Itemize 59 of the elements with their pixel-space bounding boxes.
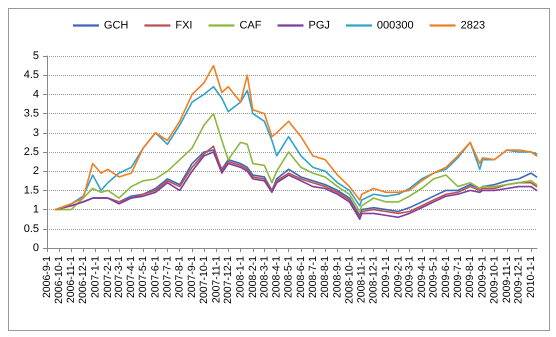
x-tick-label: 2009-9-1 <box>476 256 489 298</box>
x-tick-label: 2008-4-1 <box>270 256 283 298</box>
y-tick-label: 2.5 <box>24 146 39 158</box>
legend-label: CAF <box>239 20 262 32</box>
x-tick-label: 2008-8-1 <box>319 256 332 298</box>
x-tick-label: 2008-12-1 <box>368 256 380 304</box>
x-tick-label: 2009-1-1 <box>380 256 392 298</box>
x-tick-label: 2006-11-1 <box>65 256 78 304</box>
x-tick-label: 2008-7-1 <box>306 256 319 298</box>
x-tick-label: 2007-10-1 <box>198 256 210 304</box>
x-tick-label: 2008-1-1 <box>234 256 247 298</box>
x-tick-label: 2009-8-1 <box>464 256 476 298</box>
line-series <box>54 112 538 212</box>
x-tick-label: 2009-7-1 <box>452 256 464 298</box>
legend-label: GCH <box>104 20 128 32</box>
y-tick-label: 3 <box>32 126 39 139</box>
x-tick-label: 2007-4-1 <box>125 256 138 298</box>
x-tick-label: 2007-8-1 <box>174 256 186 298</box>
y-tick-label: 1.5 <box>24 184 39 196</box>
x-tick-label: 2009-3-1 <box>403 256 416 298</box>
x-tick-label: 2007-12-1 <box>222 256 234 304</box>
x-tick-label: 2006-10-1 <box>52 256 65 304</box>
y-tick-label: 5 <box>32 50 39 62</box>
y-tick-label: 0 <box>32 242 39 254</box>
x-tick-label: 2009-12-1 <box>512 256 525 304</box>
x-tick-label: 2007-3-1 <box>112 256 125 298</box>
x-tick-label: 2008-11-1 <box>356 256 368 304</box>
y-tick-label: 4 <box>32 88 39 100</box>
y-tick-label: 3.5 <box>24 108 39 120</box>
y-tick-label: 4.5 <box>24 69 39 82</box>
x-tick-label: 2006-9-1 <box>41 256 53 298</box>
legend-label: FXI <box>175 20 193 32</box>
x-tick-label: 2008-6-1 <box>294 256 307 298</box>
y-tick-label: 1 <box>32 204 39 216</box>
x-tick-label: 2007-2-1 <box>102 256 114 298</box>
x-tick-label: 2007-5-1 <box>137 256 150 298</box>
x-tick-label: 2008-3-1 <box>258 256 270 298</box>
x-tick-label: 2009-6-1 <box>440 256 452 298</box>
x-tick-label: 2007-9-1 <box>186 256 198 298</box>
x-tick-label: 2008-9-1 <box>332 256 344 298</box>
x-tick-label: 2008-5-1 <box>282 256 295 298</box>
x-tick-label: 2009-5-1 <box>428 256 440 298</box>
x-tick-label: 2007-11-1 <box>210 256 222 304</box>
x-tick-label: 2007-7-1 <box>161 256 174 298</box>
x-tick-label: 2008-10-1 <box>343 256 356 304</box>
x-tick-label: 2006-12-1 <box>77 256 90 304</box>
x-tick-label: 2009-11-1 <box>500 256 513 304</box>
y-tick-label: 2 <box>32 165 39 178</box>
x-tick-label: 2009-4-1 <box>416 256 428 298</box>
x-tick-label: 2007-1-1 <box>89 256 102 298</box>
legend-label: 2823 <box>460 20 486 32</box>
x-tick-label: 2009-10-1 <box>488 256 500 304</box>
legend-label: PGJ <box>308 20 330 32</box>
y-tick-label: 0.5 <box>24 222 39 235</box>
x-tick-label: 2008-2-1 <box>246 256 259 298</box>
x-tick-label: 2010-1-1 <box>525 256 538 298</box>
legend-label: 000300 <box>376 20 414 32</box>
x-tick-label: 2007-6-1 <box>149 256 162 298</box>
x-tick-label: 2009-2-1 <box>392 256 404 298</box>
